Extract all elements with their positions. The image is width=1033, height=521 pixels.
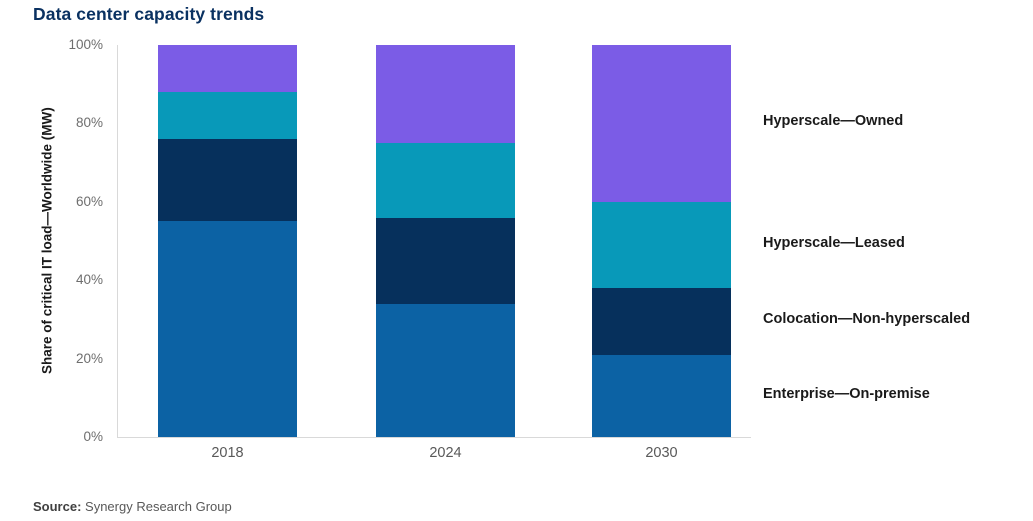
y-axis-title: Share of critical IT load—Worldwide (MW) [39, 107, 55, 375]
y-tick-label-60: 60% [75, 193, 103, 209]
legend-label-colocation: Colocation—Non-hyperscaled [763, 311, 971, 328]
plot-area: 0% 20% 40% 60% 80% 100% 2018 2024 2030 [68, 37, 751, 461]
bar-segment-2030-colocation [592, 288, 731, 355]
bar-segment-2018-hyperscale_leased [158, 92, 297, 140]
bar-segment-2024-hyperscale_owned [376, 45, 515, 144]
x-tick-label-2018: 2018 [211, 445, 244, 461]
y-tick-label-20: 20% [75, 350, 103, 366]
bar-segment-2018-enterprise [158, 221, 297, 437]
chart-title: Data center capacity trends [33, 4, 265, 24]
bar-segment-2030-enterprise [592, 354, 731, 437]
bar-segment-2018-hyperscale_owned [158, 45, 297, 93]
bar-2018 [158, 45, 297, 437]
y-tick-label-0: 0% [83, 429, 103, 444]
legend-label-hyperscale_owned: Hyperscale—Owned [763, 113, 904, 130]
bar-segment-2030-hyperscale_owned [592, 45, 731, 202]
legend-label-enterprise: Enterprise—On-premise [763, 385, 930, 402]
legend-label-hyperscale_leased: Hyperscale—Leased [763, 234, 905, 251]
bar-2024 [376, 45, 515, 437]
y-tick-label-40: 40% [75, 272, 103, 288]
bar-segment-2030-hyperscale_leased [592, 201, 731, 289]
bar-segment-2024-enterprise [376, 303, 515, 437]
y-tick-label-80: 80% [75, 115, 103, 131]
bar-segment-2018-colocation [158, 139, 297, 222]
source-note: Source: Synergy Research Group [33, 499, 232, 514]
x-tick-label-2030: 2030 [645, 445, 678, 461]
bar-2030 [592, 45, 731, 437]
bar-segment-2024-hyperscale_leased [376, 143, 515, 218]
bar-segment-2024-colocation [376, 217, 515, 304]
source-text: Synergy Research Group [85, 499, 232, 514]
source-label: Source: [33, 499, 82, 514]
x-tick-label-2024: 2024 [429, 445, 462, 461]
y-tick-label-100: 100% [68, 37, 103, 52]
